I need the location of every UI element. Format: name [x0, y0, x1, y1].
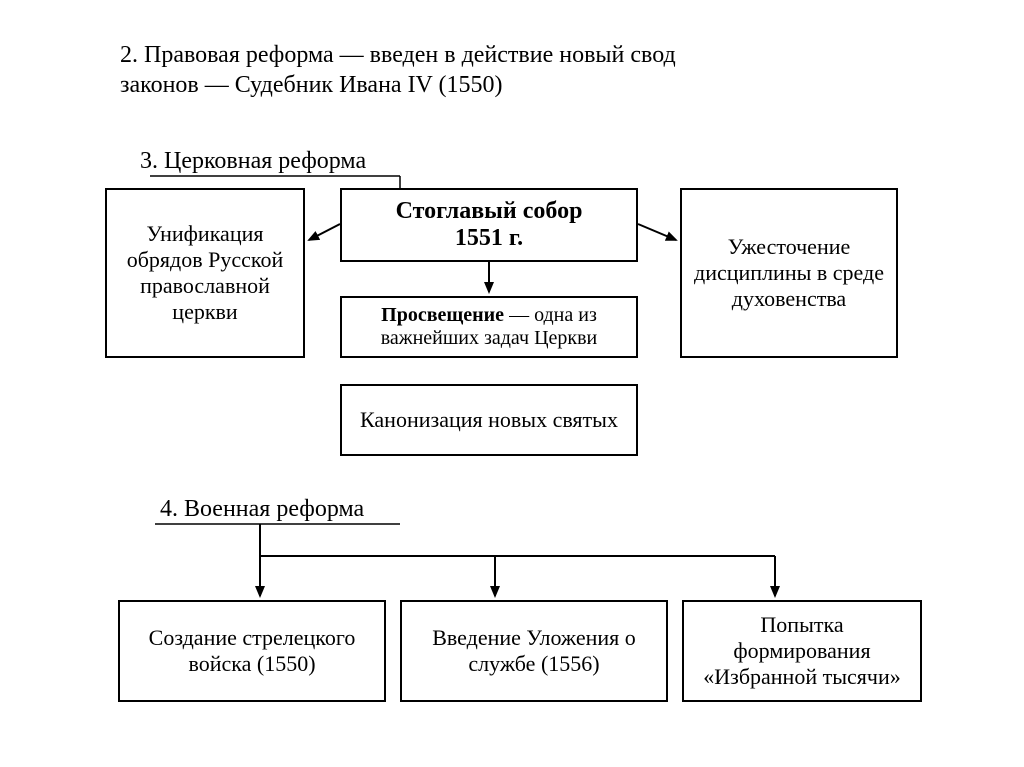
box-thousand: Попытка формирования «Избранной тысячи»	[682, 600, 922, 702]
box-unification: Унификация обрядов Русской православной …	[105, 188, 305, 358]
box-canonization-text: Канонизация новых святых	[360, 407, 618, 433]
box-streltsy-text: Создание стрелецкого войска (1550)	[128, 625, 376, 677]
box-discipline-text: Ужесточение дисциплины в среде духовенст…	[690, 234, 888, 312]
heading-4: 4. Военная реформа	[160, 494, 364, 524]
heading-2: 2. Правовая реформа — введен в действие …	[120, 40, 900, 100]
box-ulozhenie-text: Введение Уложения о службе (1556)	[410, 625, 658, 677]
box-stoglav: Стоглавый собор 1551 г.	[340, 188, 638, 262]
stoglav-line2: 1551 г.	[455, 225, 523, 251]
box-enlightenment: Просвещение — одна из важнейших задач Це…	[340, 296, 638, 358]
diagram-stage: 2. Правовая реформа — введен в действие …	[0, 0, 1024, 767]
box-unification-text: Унификация обрядов Русской православной …	[115, 221, 295, 325]
box-discipline: Ужесточение дисциплины в среде духовенст…	[680, 188, 898, 358]
box-ulozhenie: Введение Уложения о службе (1556)	[400, 600, 668, 702]
heading-3: 3. Церковная реформа	[140, 146, 366, 176]
box-canonization: Канонизация новых святых	[340, 384, 638, 456]
box-enlightenment-text: Просвещение — одна из важнейших задач Це…	[350, 304, 628, 350]
box-stoglav-text: Стоглавый собор 1551 г.	[396, 198, 583, 252]
enlightenment-bold: Просвещение	[381, 304, 504, 326]
heading-2-line2: законов — Судебник Ивана IV (1550)	[120, 72, 502, 98]
box-streltsy: Создание стрелецкого войска (1550)	[118, 600, 386, 702]
stoglav-line1: Стоглавый собор	[396, 198, 583, 224]
heading-2-line1: 2. Правовая реформа — введен в действие …	[120, 42, 676, 68]
box-thousand-text: Попытка формирования «Избранной тысячи»	[692, 612, 912, 690]
